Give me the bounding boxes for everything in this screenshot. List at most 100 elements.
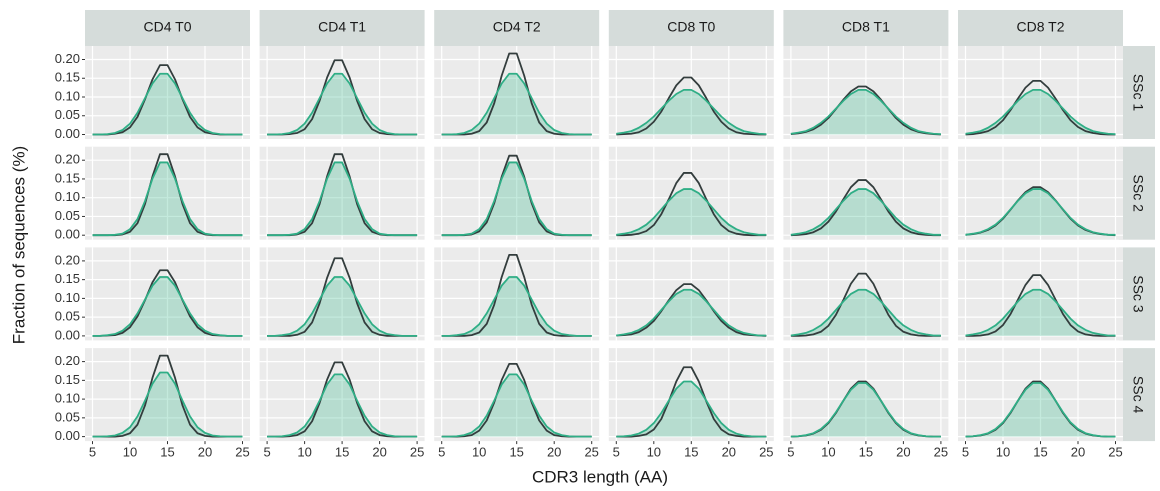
x-tick-label: 15	[509, 445, 523, 460]
y-tick-label: 0.10	[55, 391, 80, 406]
x-tick-label: 5	[263, 445, 270, 460]
strip-background	[434, 10, 600, 46]
x-tick-label: 10	[821, 445, 835, 460]
density-area	[92, 162, 243, 236]
density-line	[616, 88, 767, 136]
density-line	[92, 161, 243, 237]
density-area	[267, 162, 418, 236]
density-line	[92, 72, 243, 136]
density-line	[965, 288, 1116, 337]
y-tick-label: 0.10	[55, 189, 80, 204]
x-tick-label: 25	[235, 445, 249, 460]
strip-background	[1119, 247, 1155, 341]
row-strip-label: SSc 4	[1130, 376, 1146, 414]
density-line	[616, 366, 767, 438]
density-line	[790, 288, 941, 337]
density-area	[267, 277, 418, 336]
y-tick-label: 0.00	[55, 227, 80, 242]
x-axis-title: CDR3 length (AA)	[532, 467, 668, 486]
x-tick-label: 10	[123, 445, 137, 460]
density-line	[92, 276, 243, 337]
x-tick-label: 10	[647, 445, 661, 460]
strip-background	[1119, 146, 1155, 240]
y-tick-label: 0.05	[55, 107, 80, 122]
x-tick-label: 25	[584, 445, 598, 460]
x-tick-label: 15	[859, 445, 873, 460]
density-line	[616, 76, 767, 136]
x-tick-label: 15	[335, 445, 349, 460]
x-tick-label: 10	[996, 445, 1010, 460]
y-tick-label: 0.00	[55, 428, 80, 443]
y-tick-label: 0.20	[55, 353, 80, 368]
y-tick-label: 0.20	[55, 51, 80, 66]
density-area	[790, 189, 941, 236]
density-line	[616, 172, 767, 237]
density-line	[965, 274, 1116, 337]
x-tick-label: 5	[613, 445, 620, 460]
column-strip-label: CD8 T1	[842, 19, 890, 35]
x-tick-label: 15	[1033, 445, 1047, 460]
y-tick-label: 0.00	[55, 327, 80, 342]
x-tick-label: 20	[198, 445, 212, 460]
strip-background	[958, 10, 1123, 46]
y-tick-label: 0.20	[55, 252, 80, 267]
density-line	[267, 161, 418, 237]
density-line	[790, 179, 941, 237]
density-line	[965, 382, 1116, 438]
density-area	[441, 374, 592, 437]
x-tick-label: 15	[160, 445, 174, 460]
y-tick-label: 0.15	[55, 70, 80, 85]
density-line	[441, 373, 592, 438]
density-line	[441, 72, 592, 136]
x-tick-label: 25	[759, 445, 773, 460]
column-strip-label: CD4 T2	[493, 19, 541, 35]
density-area	[441, 277, 592, 336]
density-line	[267, 276, 418, 337]
x-tick-label: 5	[962, 445, 969, 460]
density-line	[616, 188, 767, 236]
x-tick-label: 20	[372, 445, 386, 460]
x-tick-label: 25	[934, 445, 948, 460]
x-tick-label: 20	[896, 445, 910, 460]
x-tick-label: 10	[472, 445, 486, 460]
strip-background	[1119, 46, 1155, 139]
x-tick-label: 20	[1071, 445, 1085, 460]
column-strip-label: CD4 T0	[144, 19, 192, 35]
density-area	[92, 372, 243, 437]
density-area	[267, 73, 418, 135]
strip-background	[85, 10, 250, 46]
y-tick-label: 0.05	[55, 309, 80, 324]
x-tick-label: 5	[787, 445, 794, 460]
row-strip-label: SSc 2	[1130, 175, 1146, 213]
density-line	[267, 257, 418, 337]
x-tick-label: 10	[297, 445, 311, 460]
y-tick-label: 0.05	[55, 409, 80, 424]
y-tick-label: 0.05	[55, 208, 80, 223]
y-axis-title: Fraction of sequences (%)	[9, 146, 28, 344]
strip-background	[1119, 348, 1155, 442]
density-area	[92, 277, 243, 336]
density-area	[616, 289, 767, 336]
density-line	[616, 283, 767, 337]
strip-background	[608, 10, 774, 46]
density-line	[790, 382, 941, 438]
density-area	[267, 374, 418, 437]
y-tick-label: 0.15	[55, 170, 80, 185]
x-tick-label: 15	[684, 445, 698, 460]
density-line	[267, 373, 418, 438]
column-strip-label: CD4 T1	[318, 19, 366, 35]
strip-background	[783, 10, 949, 46]
density-area	[441, 73, 592, 135]
density-line	[790, 272, 941, 337]
y-tick-label: 0.00	[55, 126, 80, 141]
density-line	[616, 380, 767, 438]
density-area	[616, 381, 767, 437]
y-tick-label: 0.15	[55, 372, 80, 387]
column-strip-label: CD8 T0	[667, 19, 715, 35]
x-tick-label: 5	[89, 445, 96, 460]
y-tick-label: 0.10	[55, 88, 80, 103]
density-line	[267, 72, 418, 136]
density-line	[965, 79, 1116, 136]
density-line	[790, 85, 941, 136]
